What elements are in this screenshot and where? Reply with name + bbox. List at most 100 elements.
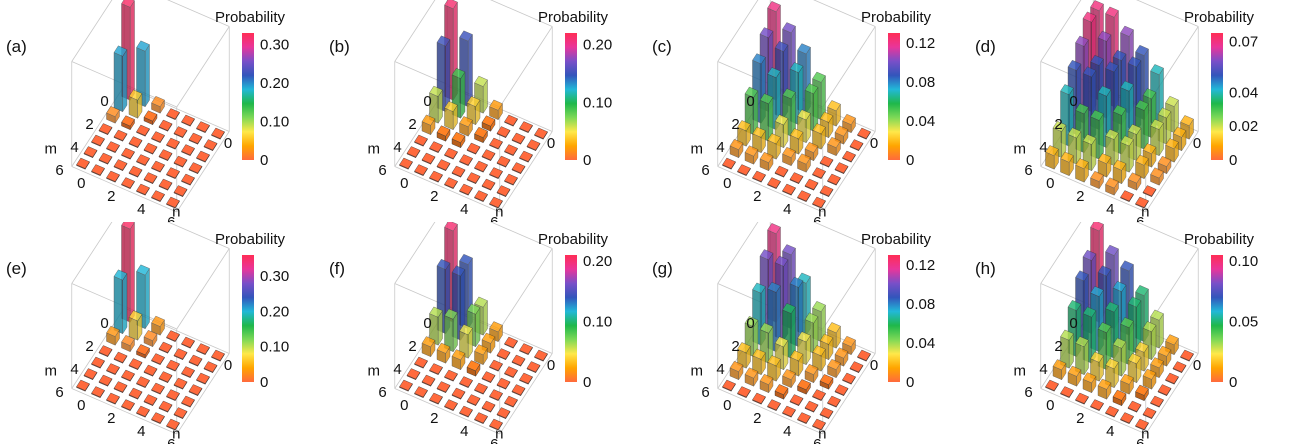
- bar: [834, 384, 849, 397]
- bar: [143, 142, 158, 155]
- bar: [857, 349, 871, 362]
- n-tick-label: 2: [430, 188, 438, 205]
- bar: [158, 400, 173, 413]
- bar: [113, 129, 128, 142]
- bar: [534, 349, 548, 362]
- bar: [128, 136, 143, 149]
- bar: [1075, 392, 1089, 405]
- m-tick-label: 2: [731, 338, 739, 355]
- panel-label: (d): [975, 37, 996, 56]
- bar: [744, 145, 759, 165]
- bar: [444, 369, 458, 382]
- colorbar-tick-label: 0.05: [1229, 314, 1258, 331]
- bar: [151, 412, 165, 425]
- m-tick-label: 2: [85, 338, 93, 355]
- n-tick-label: 4: [1106, 201, 1114, 218]
- bar: [181, 144, 195, 157]
- n-tick-label: 0: [1046, 175, 1054, 192]
- colorbar-tick-label: 0.04: [906, 113, 935, 130]
- bar: [759, 373, 774, 394]
- axis-ticks: 02460246: [701, 93, 821, 222]
- bar: [91, 164, 105, 177]
- panel-label: (g): [652, 259, 673, 278]
- colorbar: [242, 33, 254, 160]
- bar: [804, 178, 819, 191]
- bar: [436, 159, 451, 172]
- bar: [98, 152, 113, 165]
- bar: [196, 121, 210, 134]
- bar: [121, 369, 135, 382]
- bar: [136, 376, 150, 389]
- n-tick-label: 2: [753, 188, 761, 205]
- n-axis-label: n: [172, 425, 180, 442]
- bar: [113, 45, 128, 113]
- colorbar: [1211, 255, 1223, 382]
- bar: [158, 119, 173, 132]
- bar: [444, 101, 458, 131]
- panel-label: (b): [329, 37, 350, 56]
- bar: [744, 86, 759, 136]
- bar: [504, 144, 518, 157]
- n-tick-label: 0: [723, 397, 731, 414]
- bar: [151, 190, 165, 203]
- bar: [188, 162, 203, 175]
- bar: [181, 114, 195, 127]
- n-tick-label: 4: [460, 423, 468, 440]
- bar: [1157, 155, 1172, 175]
- bar: [744, 367, 759, 387]
- bar: [804, 363, 819, 384]
- bar: [504, 173, 518, 186]
- bar: [857, 127, 871, 140]
- bar: [1142, 185, 1157, 198]
- bar: [113, 351, 128, 364]
- bar: [526, 139, 541, 152]
- bar: [166, 389, 180, 402]
- bar: [1067, 365, 1082, 387]
- bars: [1045, 0, 1194, 209]
- bar: [203, 139, 218, 152]
- bar: [451, 349, 466, 371]
- n-axis-label: n: [495, 203, 503, 220]
- bar: [128, 387, 143, 400]
- bar: [1060, 386, 1074, 399]
- bar: [737, 164, 751, 177]
- n-tick-label: 6: [490, 214, 498, 222]
- bar: [196, 372, 210, 385]
- bar: [151, 96, 165, 114]
- bar: [451, 165, 466, 178]
- m-tick-label: 6: [55, 384, 63, 401]
- bar: [1165, 372, 1179, 385]
- bar: [166, 196, 180, 209]
- bar: [429, 306, 443, 346]
- m-tick-label: 2: [1054, 116, 1062, 133]
- colorbar: [888, 255, 900, 382]
- n-tick-label: 6: [1136, 214, 1144, 222]
- z-tick-label: 0: [547, 135, 555, 152]
- bars: [722, 1, 871, 209]
- colorbar-title: Probability: [215, 9, 286, 26]
- bar: [466, 360, 481, 377]
- bar: [459, 324, 473, 359]
- bar: [474, 344, 488, 366]
- colorbar: [242, 255, 254, 382]
- n-tick-label: 4: [783, 201, 791, 218]
- bar: [466, 142, 481, 155]
- bar: [511, 162, 526, 175]
- bar: [481, 115, 496, 132]
- bar: [481, 371, 496, 384]
- colorbar-tick-label: 0.04: [1229, 84, 1258, 101]
- bar: [421, 152, 436, 165]
- m-axis-label: m: [691, 141, 704, 158]
- bar: [113, 159, 128, 172]
- bar: [429, 141, 443, 154]
- n-tick-label: 4: [137, 201, 145, 218]
- bar: [98, 374, 113, 387]
- bar: [128, 358, 143, 371]
- bar: [451, 131, 466, 149]
- bar: [496, 407, 511, 420]
- n-tick-label: 4: [137, 423, 145, 440]
